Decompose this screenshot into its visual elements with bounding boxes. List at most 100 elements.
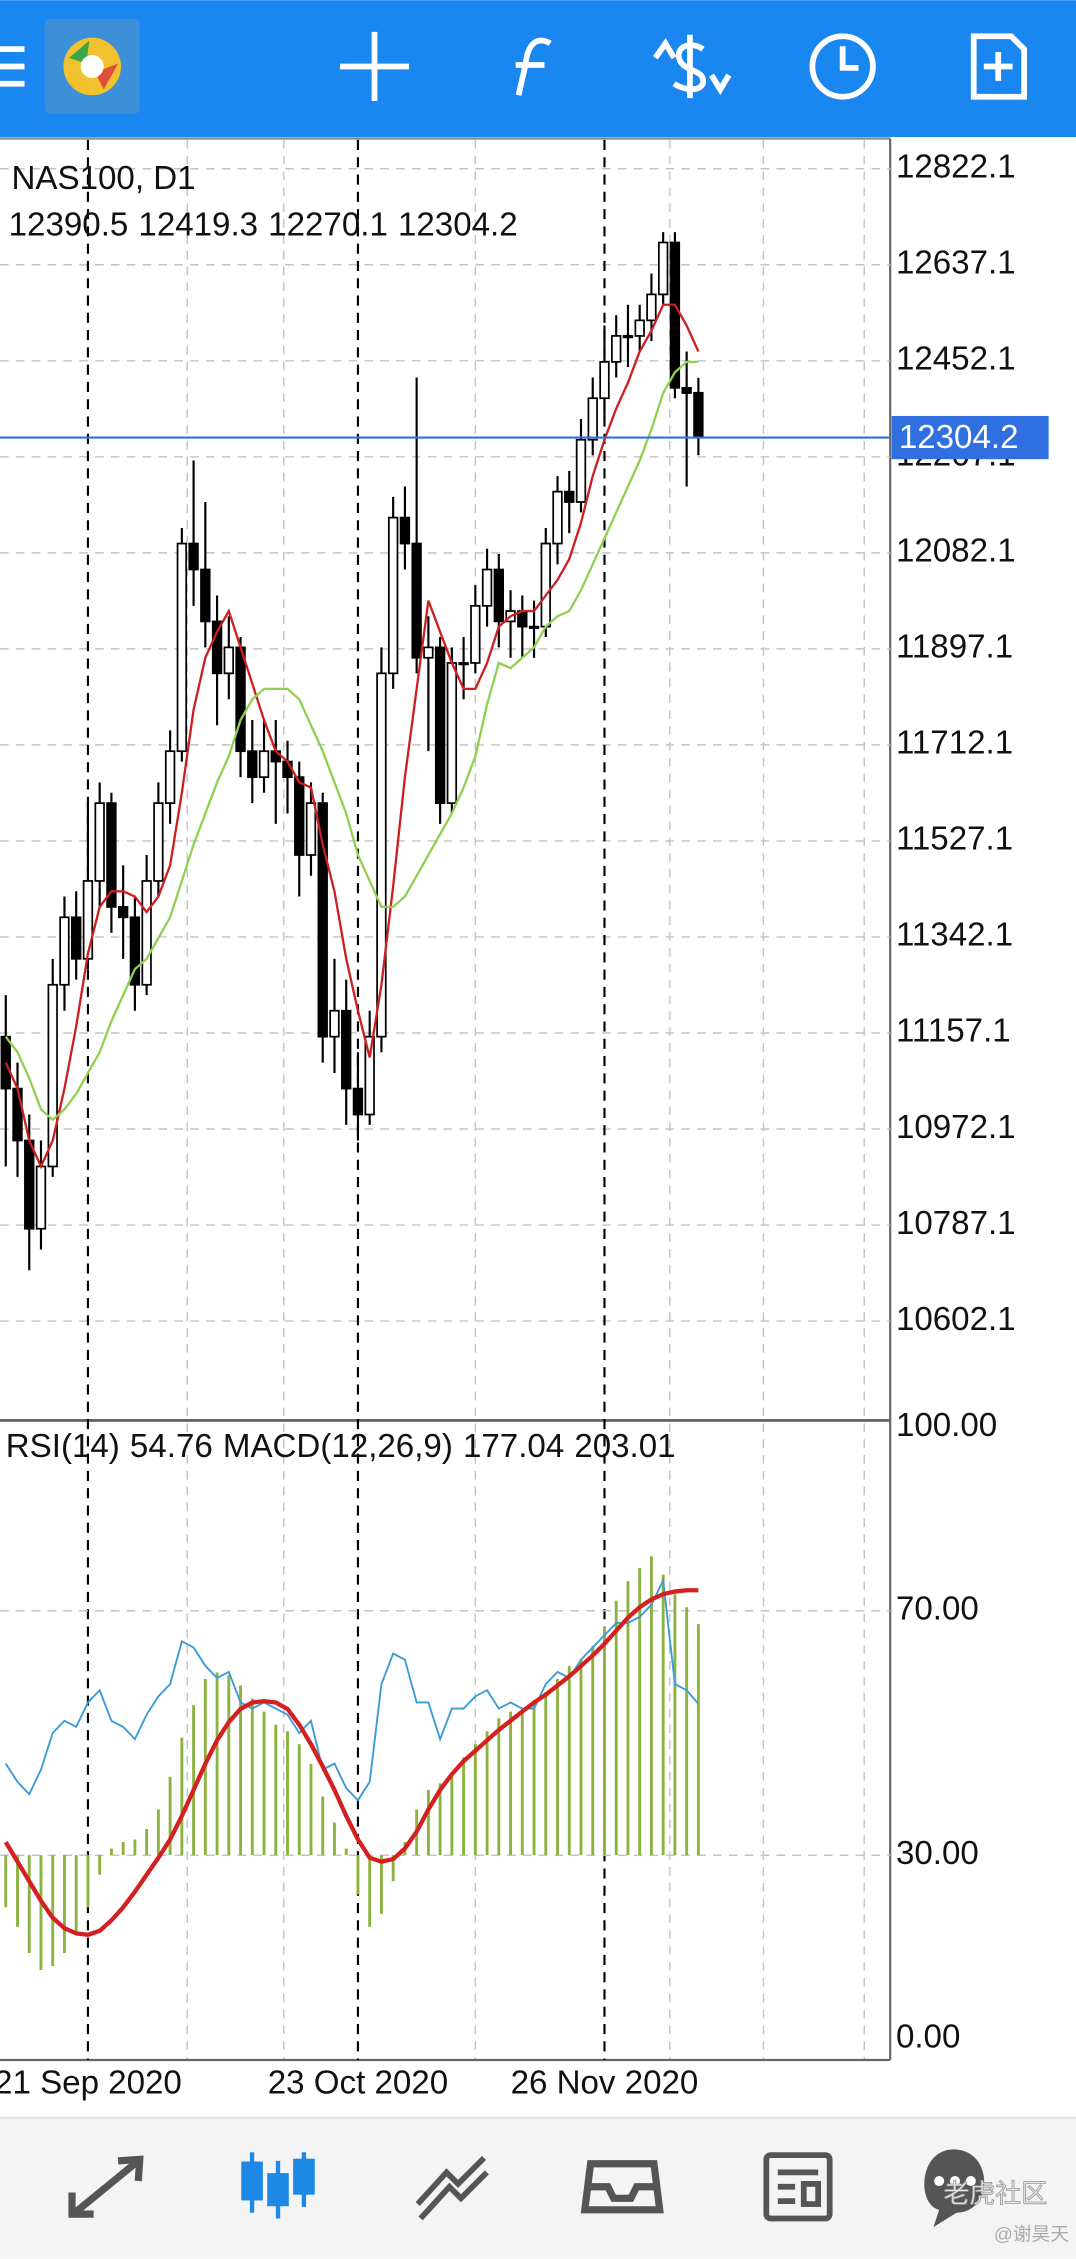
candle-body xyxy=(423,646,434,659)
candle-body xyxy=(528,625,540,629)
plot-layer: 10602.1 10787.1 10972.1 11157.1 11342.1 11527… xyxy=(0,139,1049,2101)
rsi-line xyxy=(4,1576,700,1802)
macd-bar xyxy=(544,1692,548,1856)
x-tick-label: 26 Nov 2020 xyxy=(511,2064,699,2101)
candle-body xyxy=(552,490,563,545)
rsi-label: RSI(14) xyxy=(6,1428,120,1465)
candle-body xyxy=(223,646,234,675)
macd-bar xyxy=(344,1848,348,1856)
candle-body xyxy=(129,916,141,986)
macd-bar xyxy=(509,1711,513,1856)
candle-body xyxy=(564,490,575,503)
crosshair-button[interactable] xyxy=(339,31,410,102)
candle-body xyxy=(611,335,622,363)
candle-body xyxy=(387,516,399,675)
macd-bar xyxy=(626,1581,630,1856)
low-value: 12270.1 xyxy=(268,206,388,243)
moving-average xyxy=(4,303,700,1170)
indicators-button[interactable] xyxy=(515,37,552,96)
macd-bar xyxy=(391,1855,395,1882)
macd-bar xyxy=(685,1607,689,1856)
macd-bar xyxy=(426,1789,430,1856)
macd-bar xyxy=(192,1705,196,1856)
candle-body xyxy=(176,542,188,753)
price-label: 12304.2 xyxy=(899,419,1019,456)
candle-body xyxy=(634,319,645,337)
macd-value: 177.04 xyxy=(463,1428,564,1465)
candle-body xyxy=(106,802,117,908)
candle-body xyxy=(294,776,305,856)
app-logo[interactable] xyxy=(44,18,140,114)
candle-body xyxy=(599,361,610,400)
chat-tab[interactable] xyxy=(924,2149,985,2228)
y-tick-label: 100.00 xyxy=(896,1407,997,1444)
candle-body xyxy=(12,1087,23,1142)
indicator-readout: RSI(14) 54.76 MACD(12,26,9) 177.04 203.01 xyxy=(6,1428,676,1465)
candle-body xyxy=(317,802,328,1038)
macd-bar xyxy=(86,1855,90,1908)
macd-bar xyxy=(297,1744,301,1856)
macd-label: MACD(12,26,9) xyxy=(223,1428,453,1465)
candle-body xyxy=(141,880,152,986)
menu-button[interactable] xyxy=(0,46,25,87)
candle-body xyxy=(94,802,105,882)
candle-body xyxy=(657,241,669,296)
candle-body xyxy=(305,802,317,856)
candle-body xyxy=(59,916,70,986)
vertical-grid xyxy=(186,139,865,2061)
candle-body xyxy=(446,662,458,804)
macd-bar xyxy=(379,1855,383,1914)
signal-value: 203.01 xyxy=(574,1428,675,1465)
candle-body xyxy=(153,802,164,882)
y-tick-label: 11897.1 xyxy=(896,629,1013,666)
candle-body xyxy=(0,1035,11,1090)
candle-body xyxy=(693,391,704,439)
macd-bar xyxy=(462,1757,466,1856)
y-tick-label: 10787.1 xyxy=(896,1205,1016,1242)
candle-body xyxy=(575,438,587,503)
rsi-value: 54.76 xyxy=(130,1428,213,1465)
candle-body xyxy=(376,672,387,1038)
candle-body xyxy=(211,620,223,675)
macd-bar xyxy=(274,1724,278,1856)
candle-body xyxy=(669,241,681,389)
candle-body xyxy=(71,916,82,960)
symbol-title: NAS100, D1 xyxy=(12,160,196,197)
macd-bar xyxy=(63,1855,66,1954)
macd-bar xyxy=(603,1626,606,1856)
chart-tab[interactable] xyxy=(241,2152,315,2219)
macd-bar xyxy=(649,1556,653,1856)
macd-bar xyxy=(4,1855,8,1908)
candle-body xyxy=(258,750,270,779)
quotes-tab[interactable] xyxy=(68,2155,144,2218)
y-tick-label: 30.00 xyxy=(896,1835,979,1872)
history-tab[interactable] xyxy=(580,2160,664,2214)
news-tab[interactable] xyxy=(763,2152,833,2222)
candle-body xyxy=(470,604,481,664)
macd-bar xyxy=(696,1624,700,1856)
y-tick-label: 11712.1 xyxy=(896,725,1013,762)
macd-bar xyxy=(520,1708,524,1856)
macd-bar xyxy=(567,1665,571,1856)
macd-bar xyxy=(356,1855,360,1895)
macd-bar xyxy=(309,1763,313,1856)
bottom-nav xyxy=(0,2117,1076,2259)
candle-body xyxy=(235,646,246,753)
candle-body xyxy=(329,1009,340,1038)
macd-bar xyxy=(579,1659,583,1856)
x-tick-label: 23 Oct 2020 xyxy=(268,2064,448,2101)
candle-body xyxy=(458,662,469,666)
ohlc-readout: 12390.5 12419.3 12270.1 12304.2 xyxy=(9,206,518,243)
new-order-button[interactable] xyxy=(970,33,1028,100)
y-tick-label: 11157.1 xyxy=(896,1013,1011,1050)
trade-tab[interactable] xyxy=(415,2155,489,2221)
macd-bar xyxy=(591,1646,595,1856)
macd-bar xyxy=(27,1855,31,1954)
y-tick-label: 12452.1 xyxy=(896,341,1016,378)
macd-bar xyxy=(227,1675,231,1856)
candle-body xyxy=(493,568,505,623)
macd-bar xyxy=(614,1600,618,1856)
y-tick-label: 10972.1 xyxy=(896,1109,1016,1146)
trade-button[interactable] xyxy=(653,34,732,99)
history-button[interactable] xyxy=(809,33,876,100)
